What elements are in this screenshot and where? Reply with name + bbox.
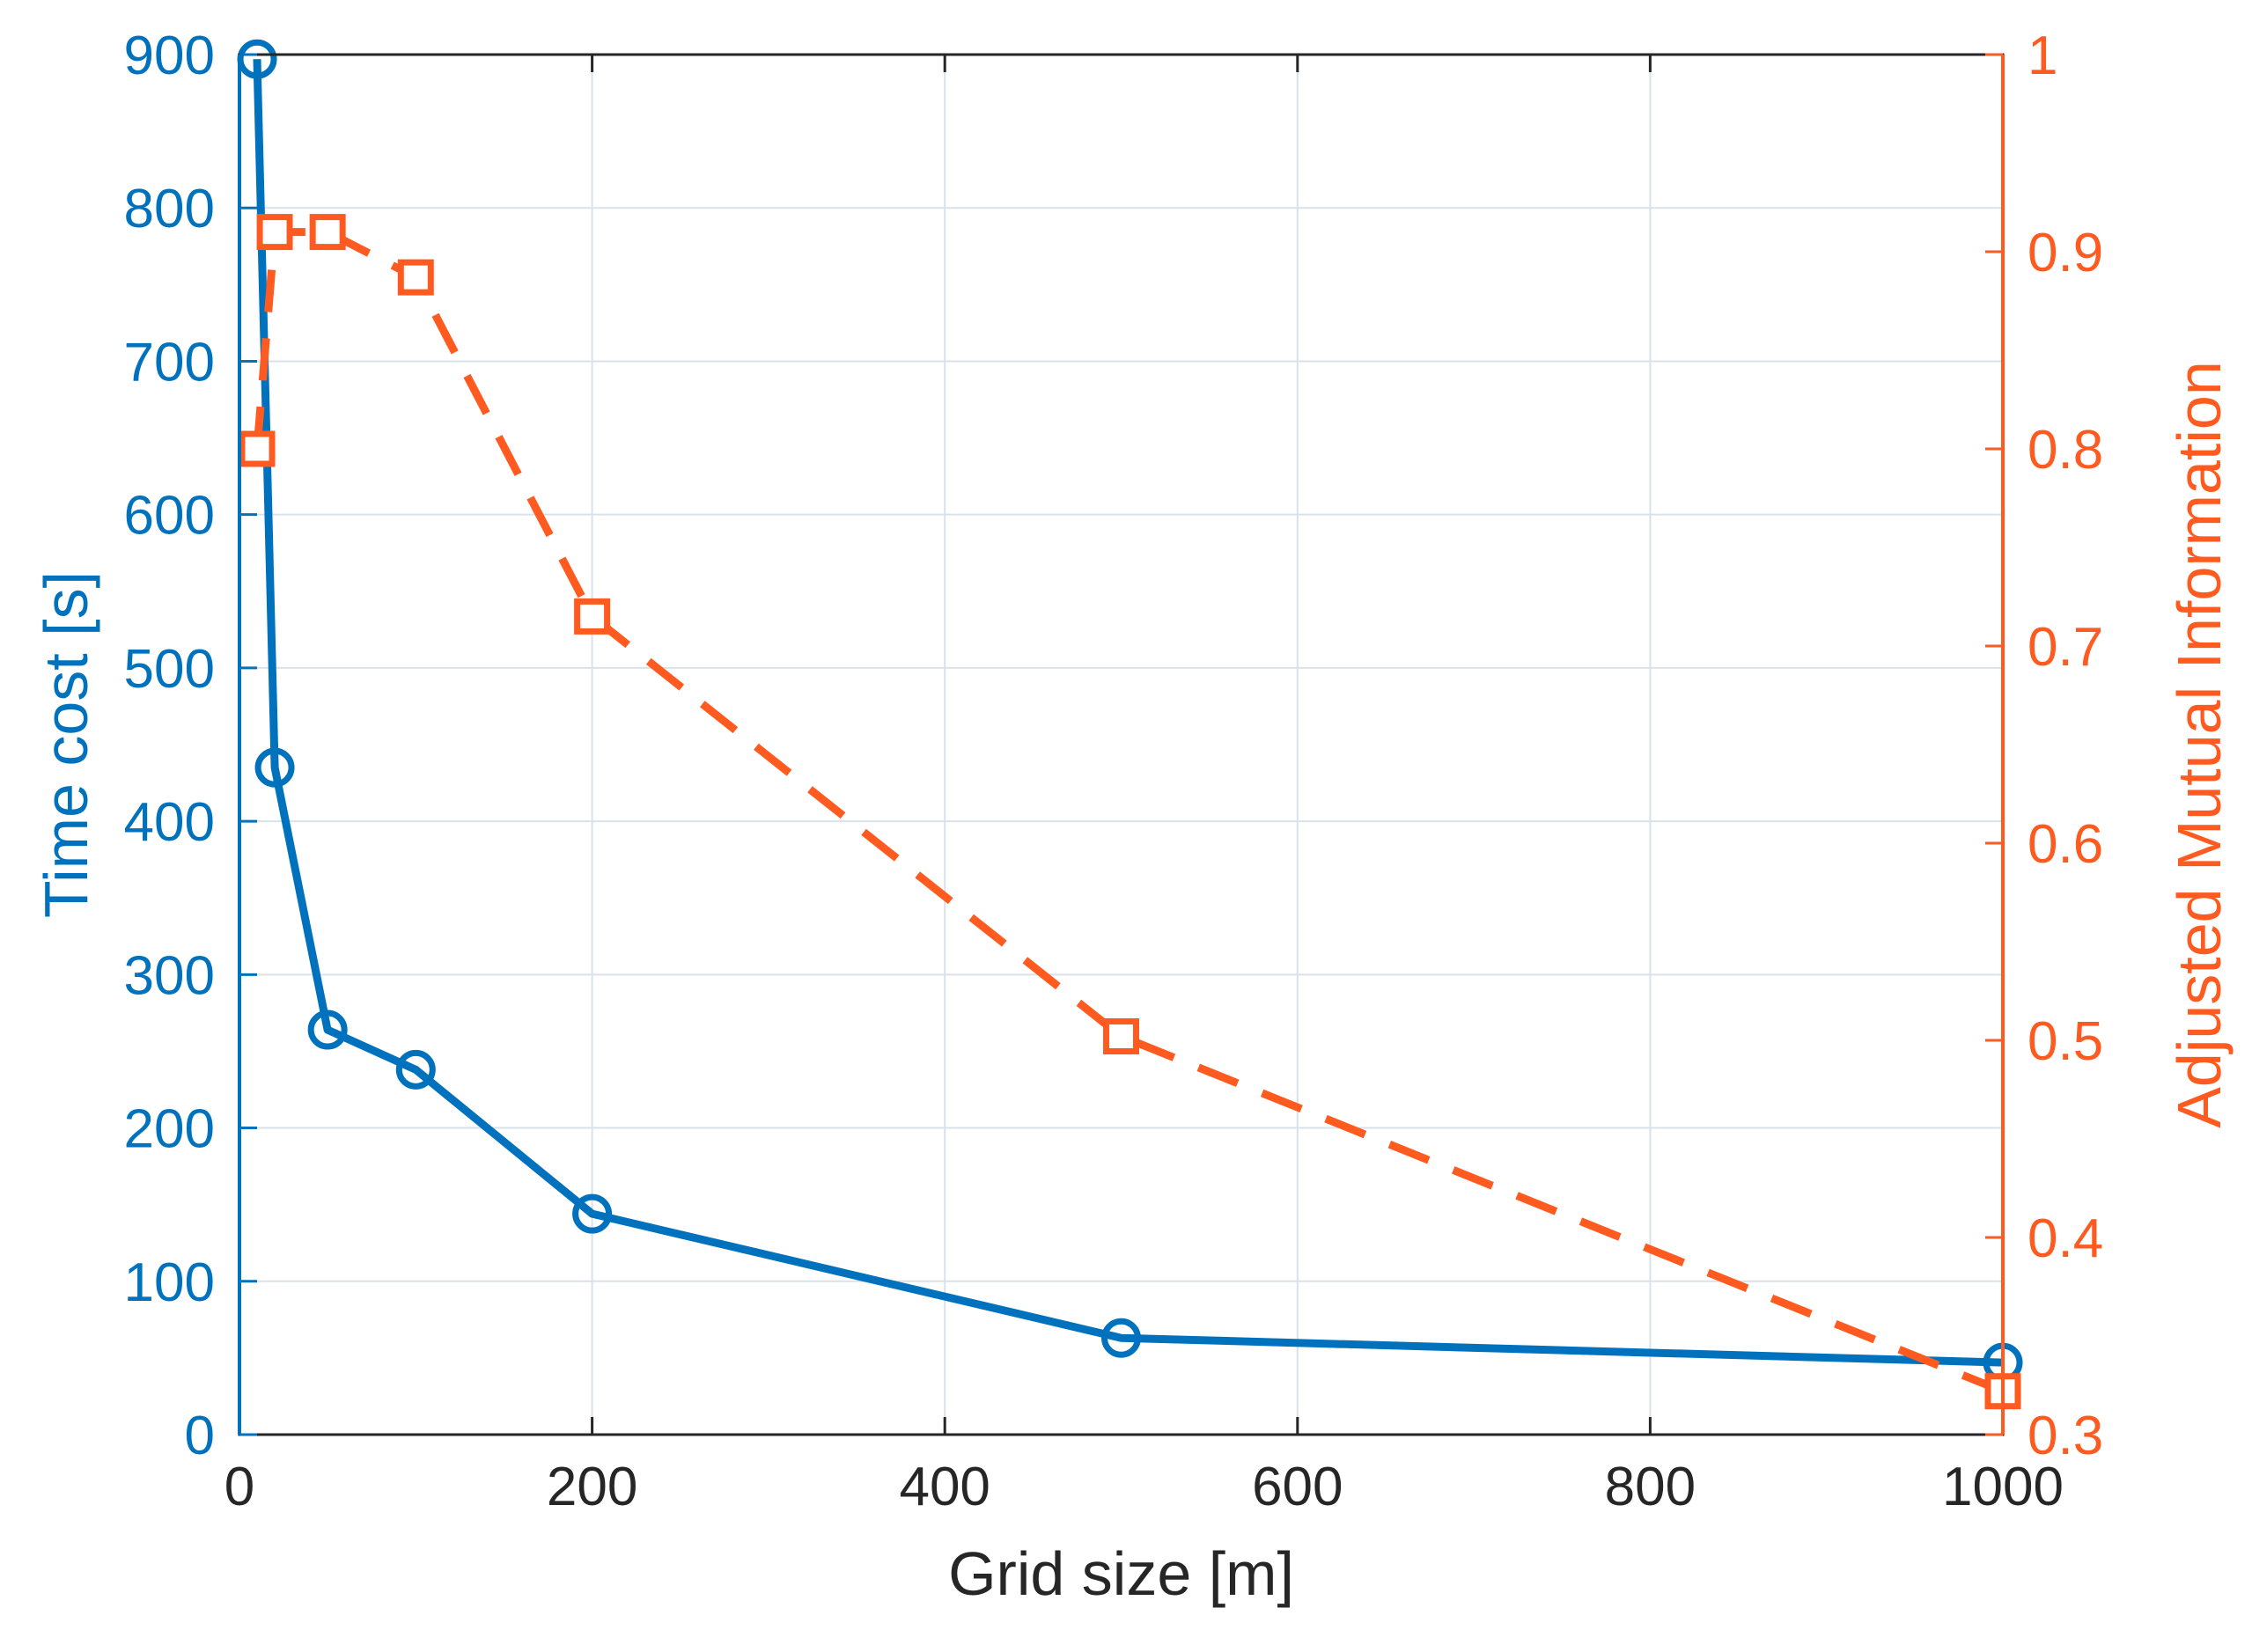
left-y-axis-title: Time cost [s] bbox=[32, 571, 100, 918]
x-tick-label: 800 bbox=[1605, 1457, 1696, 1517]
time-cost-data-point bbox=[572, 1193, 613, 1234]
ami-data-point bbox=[397, 259, 434, 296]
right-y-tick-label: 0.8 bbox=[2028, 420, 2103, 481]
ami-data-point bbox=[256, 214, 293, 251]
right-y-tick-label: 0.4 bbox=[2028, 1208, 2103, 1269]
plot-frame bbox=[238, 53, 2005, 1436]
left-y-tick-label: 400 bbox=[124, 792, 215, 853]
time-cost-data-point bbox=[1101, 1318, 1141, 1358]
time-cost-data-point bbox=[395, 1049, 436, 1090]
time-cost-data-point bbox=[307, 1010, 348, 1050]
left-y-tick-label: 200 bbox=[124, 1099, 215, 1160]
time-cost-series-line bbox=[253, 59, 2004, 1367]
ami-data-point bbox=[309, 214, 346, 251]
x-tick-label: 600 bbox=[1252, 1457, 1343, 1517]
time-cost-data-point bbox=[254, 747, 295, 788]
x-axis-title: Grid size [m] bbox=[948, 1539, 1294, 1608]
left-y-tick-label: 900 bbox=[124, 26, 215, 86]
right-y-tick-label: 1 bbox=[2028, 26, 2057, 86]
x-tick-label: 400 bbox=[899, 1457, 990, 1517]
ami-series-line bbox=[253, 228, 2005, 1395]
right-y-tick-label: 0.5 bbox=[2028, 1011, 2103, 1072]
grid bbox=[239, 54, 2004, 1435]
x-tick-label: 0 bbox=[224, 1457, 254, 1517]
ami-data-point bbox=[1103, 1018, 1139, 1055]
left-y-tick-label: 700 bbox=[124, 332, 215, 393]
x-tick-label: 200 bbox=[547, 1457, 637, 1517]
left-y-tick-label: 300 bbox=[124, 945, 215, 1006]
left-y-tick-label: 600 bbox=[124, 486, 215, 547]
series-layer bbox=[237, 39, 2023, 1410]
x-tick-label: 1000 bbox=[1942, 1457, 2064, 1517]
right-y-tick-label: 0.6 bbox=[2028, 814, 2103, 875]
ami-data-point bbox=[574, 598, 611, 635]
right-y-tick-label: 0.3 bbox=[2028, 1406, 2103, 1466]
ami-data-point bbox=[239, 430, 276, 467]
left-y-tick-label: 100 bbox=[124, 1252, 215, 1313]
right-y-axis-title: Adjusted Mutual Information bbox=[2165, 361, 2234, 1128]
left-y-tick-label: 500 bbox=[124, 639, 215, 700]
left-y-tick-label: 800 bbox=[124, 179, 215, 239]
right-y-tick-label: 0.7 bbox=[2028, 617, 2103, 678]
tick-layer: 0 200 400 600 800 1000 0 100 200 300 400 500 600 700 8… bbox=[124, 26, 2104, 1517]
right-y-tick-label: 0.9 bbox=[2028, 223, 2103, 283]
left-y-tick-label: 0 bbox=[185, 1406, 215, 1466]
